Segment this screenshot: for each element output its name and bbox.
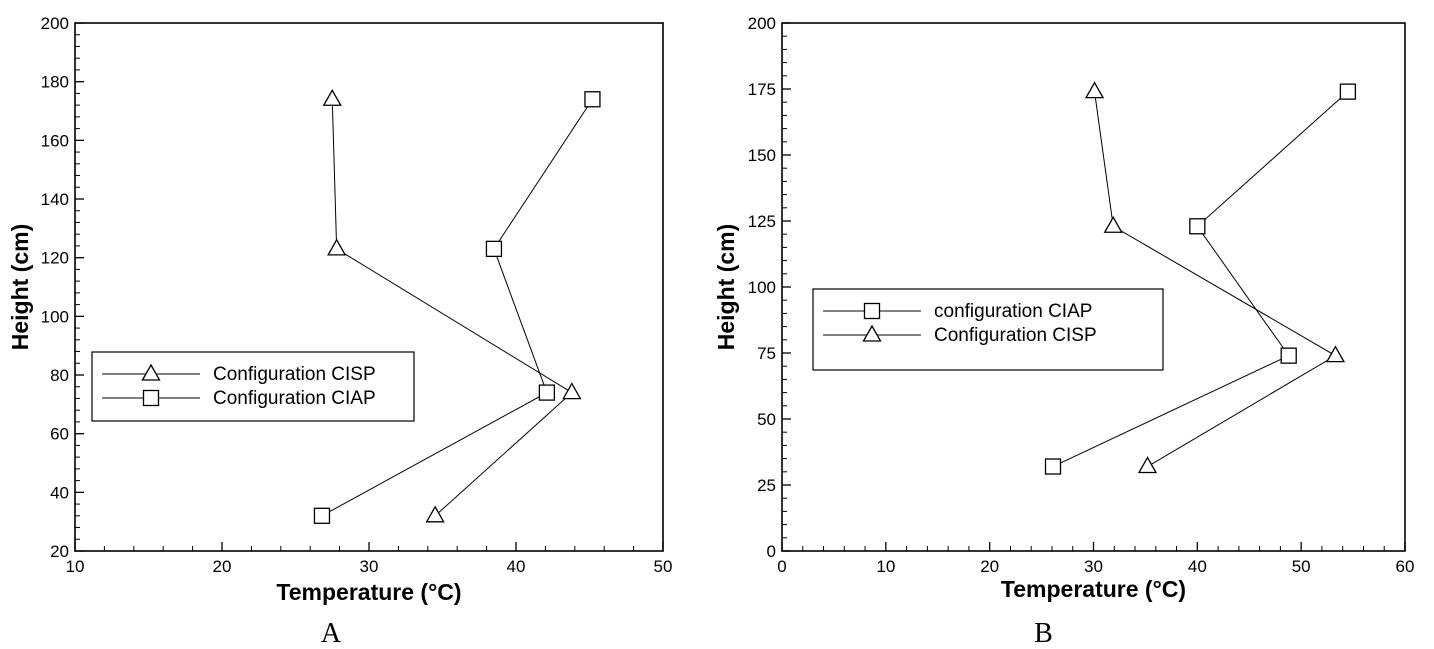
data-point-triangle — [1103, 215, 1123, 233]
y-axis-label: Height (cm) — [713, 224, 739, 351]
chart-A: 10 20 30 40 5020406080100120140160180200Temp… — [7, 14, 672, 649]
legend-marker-triangle — [862, 324, 882, 342]
x-tick-label: 60 — [1396, 557, 1415, 576]
y-tick-label: 125 — [748, 212, 776, 231]
y-tick-label: 200 — [41, 14, 69, 33]
x-tick-label: 20 — [980, 557, 999, 576]
y-tick-label: 80 — [50, 366, 69, 385]
y-tick-label: 140 — [41, 190, 69, 209]
x-tick-label: 50 — [1292, 557, 1311, 576]
x-tick-label: 10 — [876, 557, 895, 576]
legend-label: Configuration CIAP — [213, 388, 376, 409]
series-line — [321, 98, 593, 517]
y-tick-label: 175 — [748, 80, 776, 99]
y-tick-label: 180 — [41, 73, 69, 92]
x-tick-label: 30 — [360, 557, 379, 576]
series-square — [1044, 83, 1357, 475]
x-tick-label: 30 — [1084, 557, 1103, 576]
y-tick-label: 160 — [41, 131, 69, 150]
y-tick-label: 120 — [41, 249, 69, 268]
legend: Configuration CISP Configuration CIAP — [91, 351, 415, 422]
y-tick-label: 25 — [757, 476, 776, 495]
y-tick-label: 0 — [767, 542, 776, 561]
plot-frame — [74, 22, 664, 552]
data-point-square — [1280, 347, 1297, 364]
legend-marker-square — [142, 389, 160, 407]
series-line — [331, 99, 573, 517]
y-tick-label: 20 — [50, 542, 69, 561]
legend: configuration CIAP Configuration CISP — [812, 288, 1164, 371]
y-tick-label: 75 — [757, 344, 776, 363]
series-square — [313, 91, 601, 524]
data-point-triangle — [1325, 345, 1346, 363]
legend-marker-triangle — [141, 363, 161, 381]
y-tick-label: 60 — [50, 425, 69, 444]
x-tick-label: 10 — [66, 557, 85, 576]
y-tick-label: 150 — [748, 146, 776, 165]
data-point-triangle — [425, 505, 445, 523]
y-tick-label: 50 — [757, 410, 776, 429]
series-line — [1052, 91, 1349, 467]
data-point-triangle — [1137, 456, 1158, 474]
y-axis-label: Height (cm) — [7, 224, 33, 351]
data-point-square — [1339, 83, 1357, 100]
legend-label: Configuration CISP — [213, 364, 376, 385]
x-tick-label: 0 — [777, 557, 786, 576]
chart-B: 0 10 20 30 40 50 60 0 25 50 75 100 125 150 175 200 Tempe… — [713, 14, 1414, 649]
panel-label: A — [321, 618, 342, 649]
panel-label: B — [1034, 618, 1053, 649]
data-point-triangle — [562, 382, 582, 400]
data-point-triangle — [1084, 81, 1105, 99]
legend-box — [91, 351, 415, 422]
x-tick-label: 40 — [1188, 557, 1207, 576]
y-tick-label: 200 — [748, 14, 776, 33]
y-tick-label: 100 — [41, 307, 69, 326]
legend-label: configuration CIAP — [934, 301, 1092, 322]
x-axis-label: Temperature (°C) — [1001, 576, 1186, 602]
data-point-square — [538, 384, 556, 401]
x-axis-label: Temperature (°C) — [276, 579, 461, 605]
data-point-square — [1044, 458, 1062, 475]
x-tick-label: 20 — [213, 557, 232, 576]
data-point-square — [584, 91, 601, 108]
data-point-square — [485, 240, 503, 258]
legend-marker-square — [863, 302, 881, 320]
x-tick-label: 50 — [654, 557, 673, 576]
legend-label: Configuration CISP — [934, 325, 1097, 346]
series-line — [1094, 91, 1337, 467]
plot-frame — [781, 22, 1406, 552]
y-tick-label: 40 — [50, 483, 69, 502]
series-triangle — [1084, 81, 1346, 474]
x-tick-label: 40 — [507, 557, 526, 576]
data-point-square — [313, 507, 331, 524]
data-point-square — [1189, 218, 1206, 235]
data-point-triangle — [327, 238, 347, 256]
y-tick-label: 100 — [748, 278, 776, 297]
series-triangle — [322, 88, 582, 523]
data-point-triangle — [322, 88, 342, 106]
